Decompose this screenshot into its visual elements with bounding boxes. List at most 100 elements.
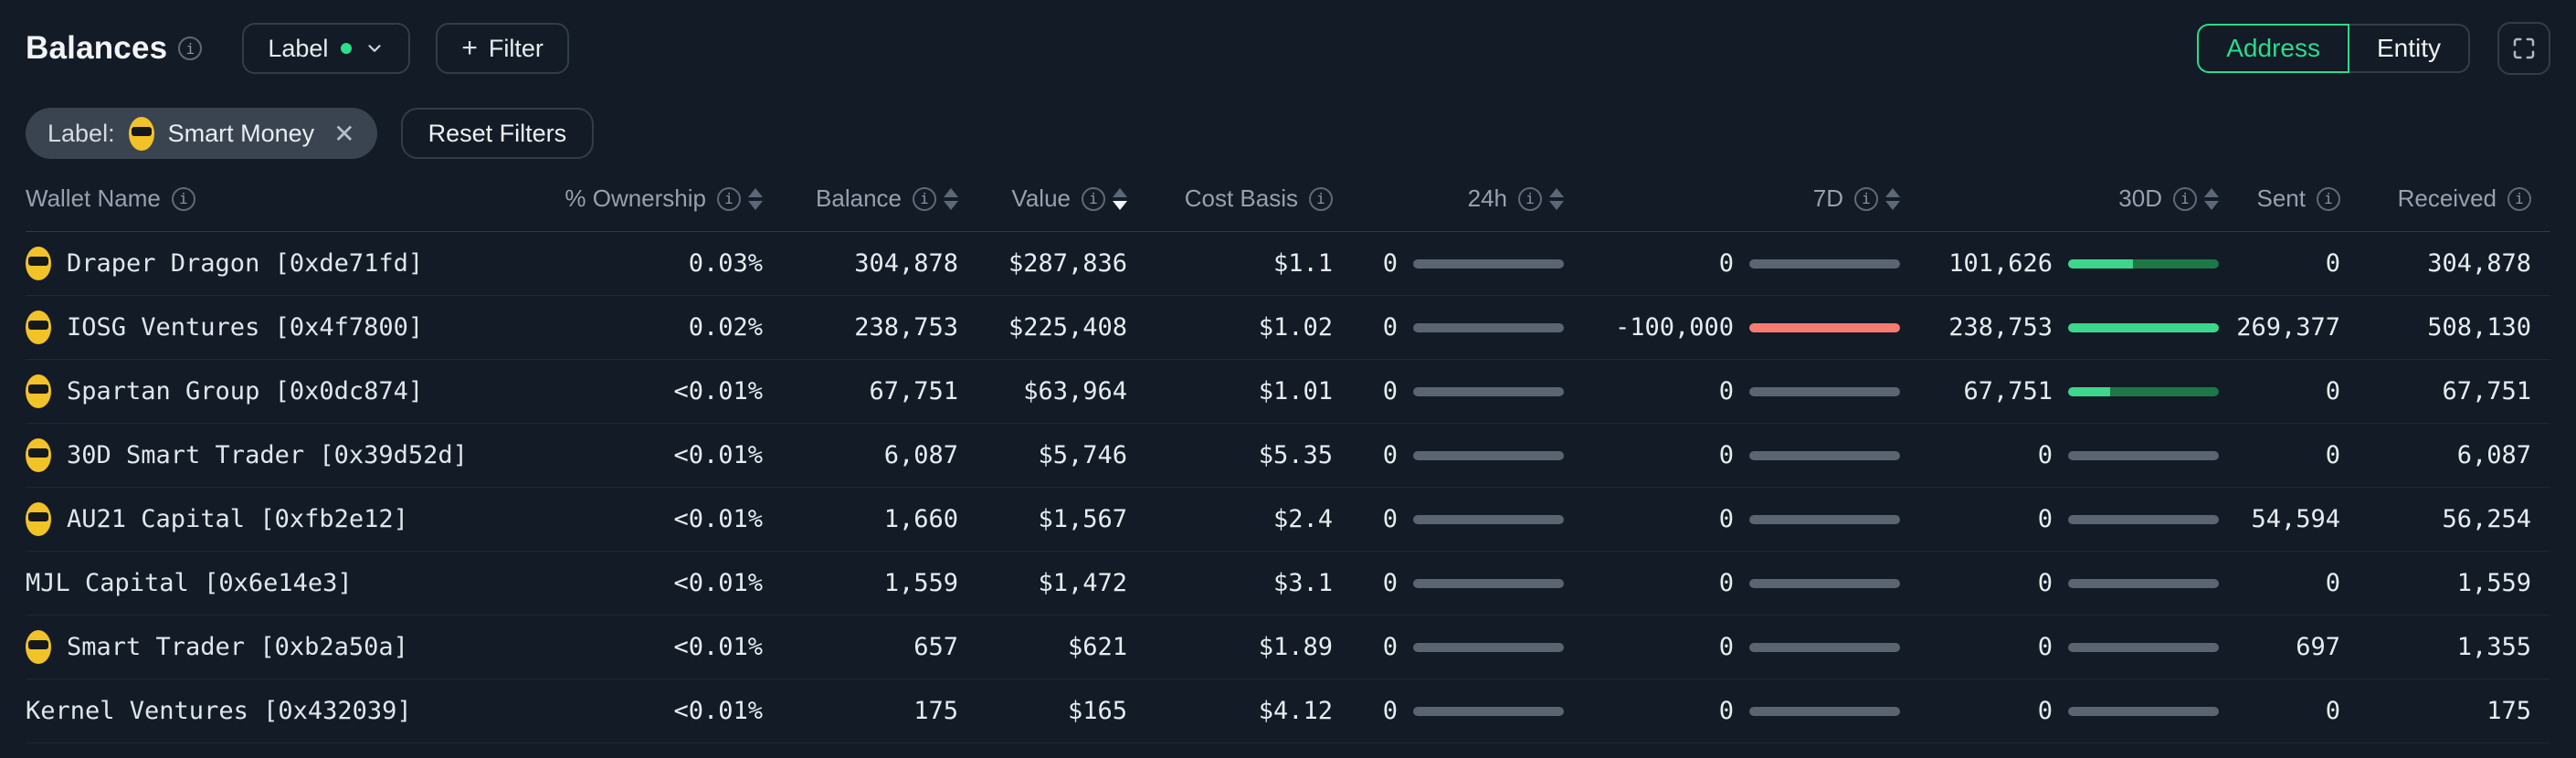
table-row[interactable]: Spartan Group [0x0dc874] <0.01% 67,751 $63,… [26, 360, 2550, 424]
reset-filters-button[interactable]: Reset Filters [400, 108, 595, 159]
bar-cell: -100,000 [1564, 313, 1900, 342]
sort-icon[interactable] [1885, 187, 1900, 210]
column-header-24h[interactable]: 24h i [1333, 184, 1564, 213]
wallet-name-cell[interactable]: Spartan Group [0x0dc874] [26, 374, 537, 408]
table-header-row: Wallet Name i% Ownership i Balance i Value i Co… [26, 166, 2550, 232]
info-icon[interactable]: i [2317, 186, 2340, 211]
gray-bar [1749, 258, 1900, 268]
sort-icon[interactable] [1113, 187, 1127, 210]
ownership-cell: <0.01% [673, 569, 763, 597]
table-row[interactable]: MJL Capital [0x6e14e3] <0.01% 1,559 $1,472 $… [26, 552, 2550, 616]
gray-bar [2068, 642, 2219, 652]
bar-value: 0 [2037, 505, 2053, 533]
column-header-7d[interactable]: 7D i [1564, 184, 1900, 213]
table-row[interactable]: Draper Dragon [0xde71fd] 0.03% 304,878 $287… [26, 232, 2550, 296]
info-icon[interactable]: i [913, 186, 936, 211]
table-row[interactable]: 30D Smart Trader [0x39d52d] <0.01% 6,087 $5… [26, 424, 2550, 488]
wallet-name: Kernel Ventures [0x432039] [26, 697, 412, 725]
column-header-30d[interactable]: 30D i [1900, 184, 2219, 213]
bar-cell: 67,751 [1900, 377, 2219, 405]
label-dropdown-button[interactable]: Label [242, 23, 411, 74]
wallet-name-cell[interactable]: AU21 Capital [0xfb2e12] [26, 502, 537, 536]
sent-cell: 0 [2325, 377, 2340, 405]
column-label: 7D [1812, 184, 1843, 212]
column-label: Received [2397, 184, 2497, 212]
column-header-balance[interactable]: Balance i [763, 184, 958, 213]
info-icon[interactable]: i [2173, 186, 2197, 211]
table-row[interactable]: Kernel Ventures [0x432039] <0.01% 175 $165 $… [26, 679, 2550, 743]
cost-basis-cell: $1.01 [1258, 377, 1333, 405]
balance-cell: 1,559 [883, 569, 958, 597]
bar-cell: 0 [1564, 505, 1900, 533]
info-icon[interactable]: i [1854, 186, 1878, 211]
wallet-name-cell[interactable]: 30D Smart Trader [0x39d52d] [26, 438, 537, 472]
sort-icon[interactable] [944, 187, 958, 210]
gray-bar [2068, 578, 2219, 588]
wallet-name: Draper Dragon [0xde71fd] [67, 249, 424, 278]
ownership-cell: <0.01% [673, 377, 763, 405]
gray-bar [1749, 450, 1900, 460]
gray-bar [1413, 514, 1564, 524]
add-filter-label: Filter [488, 34, 544, 62]
gray-bar [1749, 642, 1900, 652]
bar-value: 0 [1382, 249, 1398, 278]
bar-value: 0 [1382, 377, 1398, 405]
info-icon[interactable]: i [2507, 186, 2531, 211]
bar-value: 0 [2037, 633, 2053, 661]
red-bar [1749, 322, 1900, 332]
plus-icon: + [461, 33, 478, 63]
sent-cell: 0 [2325, 569, 2340, 597]
info-icon[interactable]: i [1082, 186, 1105, 211]
smart-money-emoji [26, 630, 51, 664]
bar-cell: 0 [1900, 697, 2219, 725]
table-row[interactable]: AU21 Capital [0xfb2e12] <0.01% 1,660 $1,567… [26, 488, 2550, 552]
value-cell: $225,408 [1008, 313, 1127, 342]
column-label: 24h [1467, 184, 1507, 212]
balance-cell: 1,660 [883, 505, 958, 533]
info-icon[interactable]: i [1518, 186, 1542, 211]
value-cell: $1,567 [1038, 505, 1127, 533]
info-icon[interactable]: i [171, 186, 195, 211]
column-header-ownership[interactable]: % Ownership i [537, 184, 763, 213]
wallet-name-cell[interactable]: Smart Trader [0xb2a50a] [26, 630, 537, 664]
value-cell: $1,472 [1038, 569, 1127, 597]
wallet-name-cell[interactable]: IOSG Ventures [0x4f7800] [26, 311, 537, 344]
gray-bar [1413, 642, 1564, 652]
info-icon[interactable]: i [1309, 186, 1333, 211]
sort-icon[interactable] [2204, 187, 2219, 210]
received-cell: 508,130 [2427, 313, 2531, 342]
active-filters-row: Label: Smart Money ✕ Reset Filters [26, 108, 2550, 159]
bar-value: 0 [1382, 505, 1398, 533]
column-header-value[interactable]: Value i [958, 184, 1127, 213]
column-header-wallet-name: Wallet Name i [26, 184, 537, 213]
add-filter-button[interactable]: + Filter [436, 23, 569, 74]
cost-basis-cell: $2.4 [1272, 505, 1333, 533]
view-toggle-address[interactable]: Address [2197, 24, 2349, 73]
bar-cell: 0 [1564, 249, 1900, 278]
bar-value: -100,000 [1614, 313, 1734, 342]
gray-bar [2068, 706, 2219, 716]
info-icon[interactable]: i [717, 186, 741, 211]
wallet-name-cell[interactable]: MJL Capital [0x6e14e3] [26, 569, 537, 597]
wallet-name-cell[interactable]: Draper Dragon [0xde71fd] [26, 247, 537, 280]
gray-bar [1413, 578, 1564, 588]
fullscreen-button[interactable] [2497, 22, 2550, 75]
bar-value: 101,626 [1948, 249, 2053, 278]
label-filter-chip[interactable]: Label: Smart Money ✕ [26, 108, 377, 159]
balance-cell: 304,878 [854, 249, 958, 278]
wallet-name-cell[interactable]: Kernel Ventures [0x432039] [26, 697, 537, 725]
bar-cell: 0 [1333, 697, 1564, 725]
table-row[interactable]: Smart Trader [0xb2a50a] <0.01% 657 $621 $1.8… [26, 616, 2550, 679]
view-toggle-entity[interactable]: Entity [2349, 24, 2470, 73]
table-row[interactable]: IOSG Ventures [0x4f7800] 0.02% 238,753 $225… [26, 296, 2550, 360]
sort-icon[interactable] [748, 187, 763, 210]
ownership-cell: 0.03% [688, 249, 763, 278]
sort-icon[interactable] [1549, 187, 1564, 210]
remove-filter-icon[interactable]: ✕ [333, 119, 355, 148]
wallet-name: 30D Smart Trader [0x39d52d] [67, 441, 468, 469]
wallet-name: Smart Trader [0xb2a50a] [67, 633, 408, 661]
bar-cell: 0 [1333, 441, 1564, 469]
received-cell: 6,087 [2456, 441, 2531, 469]
sent-cell: 269,377 [2236, 313, 2340, 342]
balances-info-icon[interactable]: i [178, 37, 203, 60]
